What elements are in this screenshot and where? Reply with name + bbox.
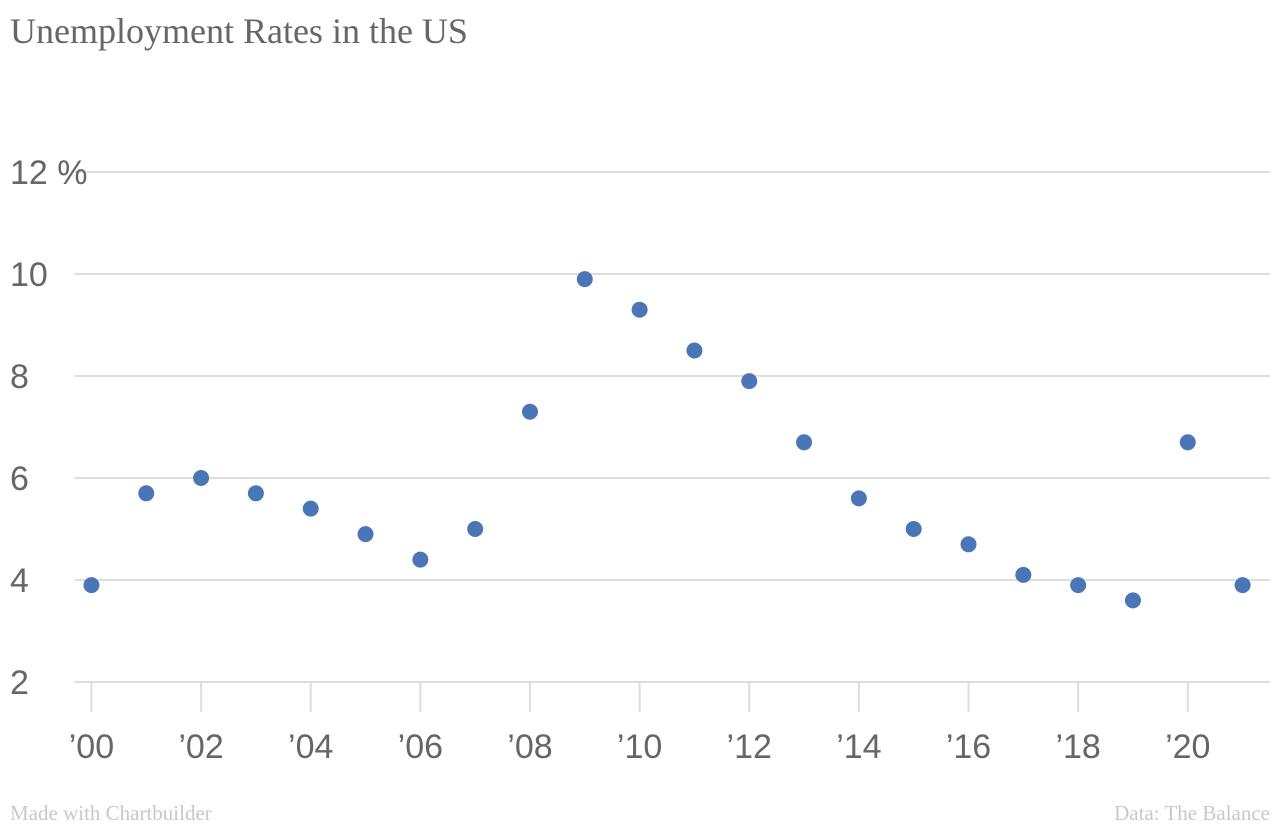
- data-point-2007: [467, 521, 484, 537]
- data-point-2011: [686, 342, 703, 359]
- x-tick-label: ’14: [836, 728, 881, 766]
- data-point-2005: [357, 526, 374, 543]
- y-tick-label: 8: [10, 358, 29, 396]
- y-tick-label: 4: [10, 562, 29, 600]
- grid-lines: [75, 171, 1270, 683]
- data-point-2018: [1070, 577, 1087, 594]
- data-point-2008: [521, 403, 538, 420]
- x-tick-label: ’00: [69, 728, 114, 766]
- x-tick-label: ’10: [617, 728, 662, 766]
- data-point-2002: [193, 470, 210, 486]
- x-tick-label: ’18: [1055, 728, 1100, 766]
- y-tick-label: 6: [10, 460, 29, 498]
- data-point-2019: [1124, 592, 1141, 609]
- data-point-2009: [576, 271, 593, 288]
- x-tick-label: ’16: [946, 728, 991, 766]
- data-point-2004: [302, 500, 319, 517]
- data-point-2000: [83, 577, 100, 594]
- data-point-2013: [796, 434, 813, 451]
- y-tick-label: 10: [10, 256, 48, 294]
- y-axis-tick-labels: 2 4 6 8 10 12 %: [10, 154, 88, 702]
- x-tick-label: ’06: [398, 728, 443, 766]
- data-point-2014: [850, 490, 867, 507]
- data-point-2017: [1015, 566, 1032, 583]
- data-point-2001: [138, 485, 155, 502]
- data-point-2012: [741, 373, 758, 390]
- x-tick-label: ’04: [288, 728, 333, 766]
- data-point-2010: [631, 301, 648, 318]
- data-point-2006: [412, 551, 429, 568]
- data-point-2016: [960, 536, 977, 553]
- x-tick-label: ’20: [1165, 728, 1210, 766]
- data-point-2015: [905, 521, 922, 537]
- chart-title: Unemployment Rates in the US: [10, 11, 468, 51]
- y-tick-label: 2: [10, 664, 29, 702]
- y-tick-label: 12 %: [10, 154, 88, 192]
- x-tick-label: ’02: [178, 728, 223, 766]
- data-point-2021: [1234, 577, 1251, 594]
- x-axis-ticks: ’00 ’02 ’04 ’06 ’08 ’10 ’12 ’14 ’16 ’18 ’20: [69, 682, 1210, 766]
- data-point-2003: [247, 485, 264, 502]
- footer-credit: Made with Chartbuilder: [10, 801, 212, 825]
- x-tick-label: ’12: [727, 728, 772, 766]
- data-points: [83, 271, 1251, 609]
- footer-source: Data: The Balance: [1114, 801, 1270, 825]
- x-tick-label: ’08: [507, 728, 552, 766]
- data-point-2020: [1179, 434, 1196, 451]
